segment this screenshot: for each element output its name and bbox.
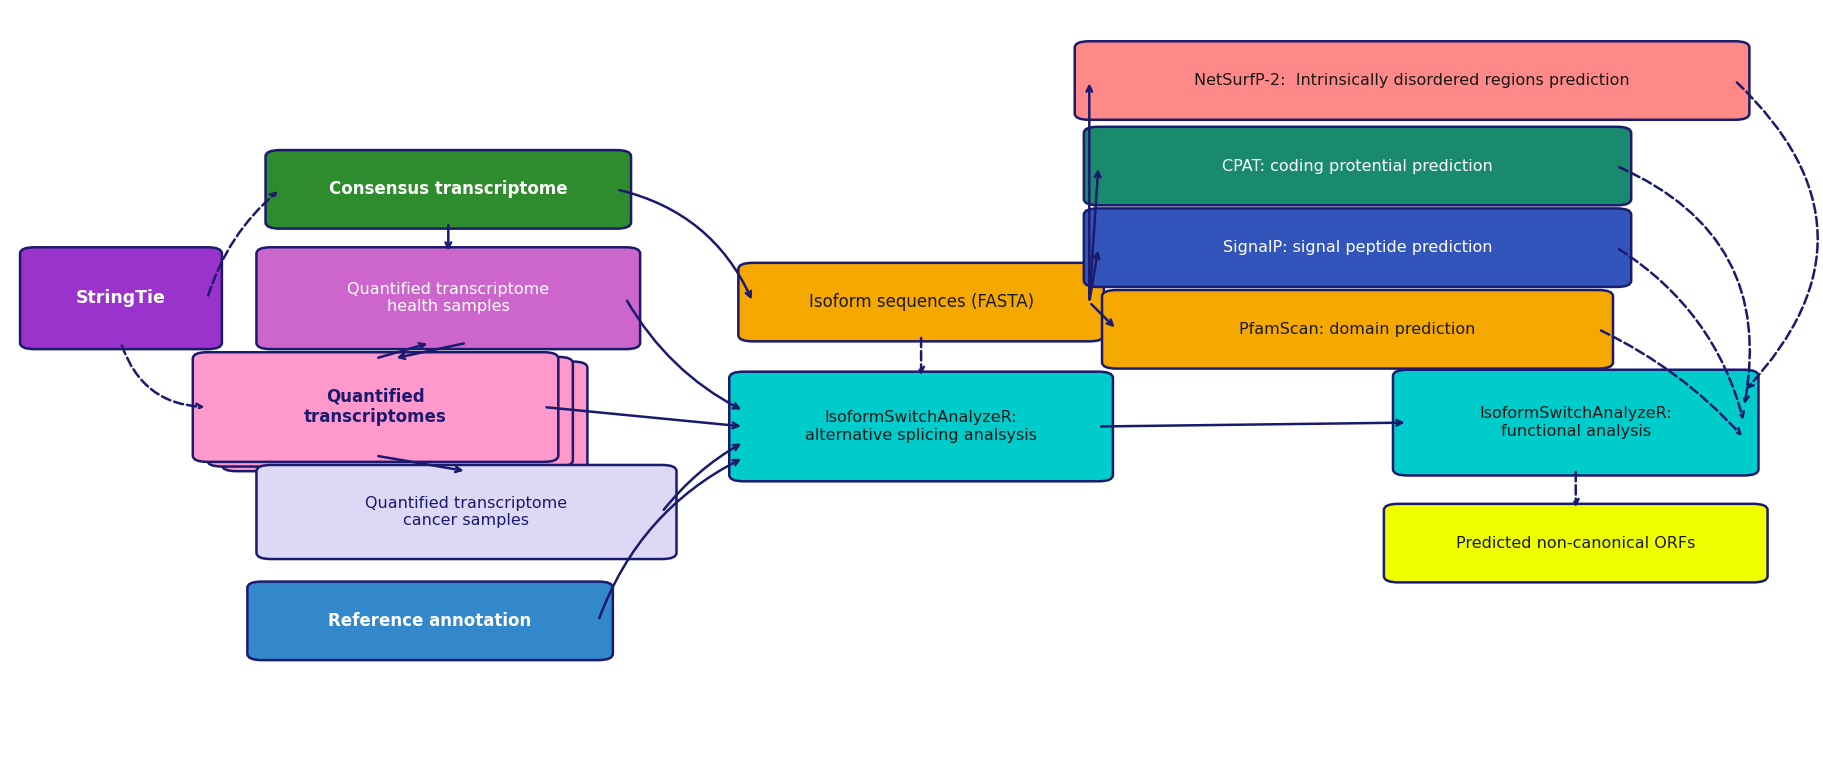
FancyBboxPatch shape [208, 357, 572, 467]
Text: Quantified transcriptome
cancer samples: Quantified transcriptome cancer samples [365, 496, 567, 529]
FancyBboxPatch shape [1083, 127, 1630, 205]
FancyBboxPatch shape [257, 465, 676, 559]
FancyBboxPatch shape [222, 362, 587, 471]
FancyBboxPatch shape [738, 263, 1103, 341]
FancyBboxPatch shape [1074, 41, 1748, 120]
Text: StringTie: StringTie [77, 289, 166, 307]
Text: SignalP: signal peptide prediction: SignalP: signal peptide prediction [1221, 240, 1491, 255]
FancyBboxPatch shape [1393, 370, 1757, 475]
Text: CPAT: coding protential prediction: CPAT: coding protential prediction [1221, 158, 1491, 174]
FancyBboxPatch shape [193, 352, 558, 462]
FancyBboxPatch shape [20, 247, 222, 349]
Text: Isoform sequences (FASTA): Isoform sequences (FASTA) [808, 293, 1034, 311]
Text: NetSurfP-2:  Intrinsically disordered regions prediction: NetSurfP-2: Intrinsically disordered reg… [1194, 73, 1630, 88]
Text: PfamScan: domain prediction: PfamScan: domain prediction [1238, 322, 1475, 337]
FancyBboxPatch shape [1384, 503, 1766, 583]
Text: Predicted non-canonical ORFs: Predicted non-canonical ORFs [1455, 536, 1695, 550]
Text: IsoformSwitchAnalyzeR:
alternative splicing analsysis: IsoformSwitchAnalyzeR: alternative splic… [804, 410, 1037, 442]
FancyBboxPatch shape [266, 150, 631, 229]
Text: IsoformSwitchAnalyzeR:
functional analysis: IsoformSwitchAnalyzeR: functional analys… [1478, 406, 1672, 438]
FancyBboxPatch shape [257, 247, 640, 349]
FancyBboxPatch shape [729, 372, 1112, 482]
Text: Consensus transcriptome: Consensus transcriptome [328, 180, 567, 198]
FancyBboxPatch shape [1083, 208, 1630, 287]
FancyBboxPatch shape [1101, 290, 1612, 369]
Text: Quantified
transcriptomes: Quantified transcriptomes [304, 388, 447, 427]
FancyBboxPatch shape [248, 582, 613, 660]
Text: Quantified transcriptome
health samples: Quantified transcriptome health samples [346, 282, 549, 315]
Text: Reference annotation: Reference annotation [328, 612, 532, 630]
